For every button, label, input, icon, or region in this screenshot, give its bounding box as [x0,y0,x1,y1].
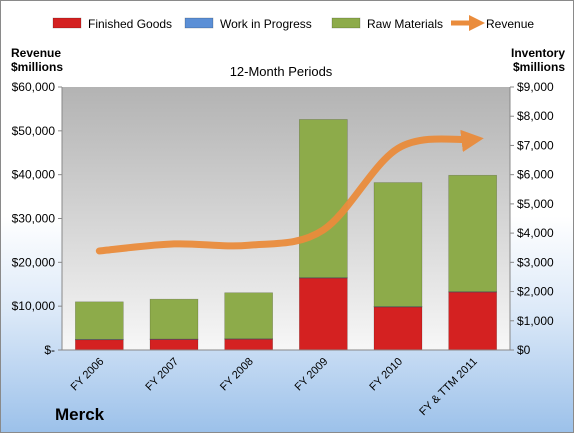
bar-segment-finished-goods [373,306,423,351]
revenue-line [95,129,484,255]
x-tick-label: FY & TTM 2011 [417,356,480,419]
bar-segment-raw-materials [299,119,348,278]
legend: Finished Goods Work in Progress Raw Materi… [52,14,534,31]
legend-label: Raw Materials [367,17,443,31]
right-tick-label: $1,000 [517,314,554,328]
left-axis: $- $10,000 $20,000 $30,000 $40,000 $50,000 $60… [12,80,62,357]
chart-subtitle: 12-Month Periods [230,64,333,79]
left-tick-label: $10,000 [12,299,56,313]
legend-swatch-work-in-progress [184,17,214,29]
x-tick-label: FY 2009 [293,356,331,394]
left-axis-title-line2: $millions [11,60,64,74]
x-tick-label: FY 2008 [218,356,256,394]
company-name: Merck [55,405,105,424]
legend-swatch-raw-materials [331,17,361,29]
right-tick-label: $3,000 [517,255,554,269]
left-tick-label: $50,000 [12,124,56,138]
left-tick-label: $- [44,343,55,357]
bar-segment-raw-materials [224,292,273,340]
right-tick-label: $8,000 [517,109,554,123]
bar-segment-raw-materials [448,174,497,293]
x-tick-label: FY 2006 [69,356,107,394]
bar-segment-finished-goods [149,338,199,351]
bar-segment-finished-goods [299,277,348,351]
left-tick-label: $40,000 [12,168,56,182]
left-tick-label: $30,000 [12,212,56,226]
right-axis-title-line2: $millions [512,60,565,74]
legend-label: Finished Goods [88,17,172,31]
plot-background [62,87,510,350]
left-tick-label: $60,000 [12,80,56,94]
right-tick-label: $7,000 [517,138,554,152]
bars [75,119,497,351]
bar-segment-finished-goods [448,291,497,351]
right-axis: $0 $1,000 $2,000 $3,000 $4,000 $5,000 $6,000 $7… [510,80,554,357]
right-tick-label: $6,000 [517,168,554,182]
x-axis-labels: FY 2006 FY 2007 FY 2008 FY 2009 FY 2010 FY & … [69,356,480,419]
left-axis-title: Revenue $millions [11,46,71,74]
left-axis-title-line1: Revenue [11,46,62,60]
right-tick-label: $4,000 [517,226,554,240]
bar-segment-raw-materials [373,182,423,307]
right-axis-title: Inventory $millions [509,46,565,74]
legend-label: Work in Progress [220,17,312,31]
revenue-line-layer [95,129,484,255]
right-tick-label: $2,000 [517,285,554,299]
right-tick-label: $0 [517,343,531,357]
left-tick-label: $20,000 [12,255,56,269]
x-tick-label: FY 2007 [143,356,181,394]
bar-segment-finished-goods [224,338,273,351]
bar-segment-raw-materials [149,298,199,340]
bar-segment-finished-goods [75,339,124,351]
legend-label: Revenue [486,17,534,31]
right-tick-label: $9,000 [517,80,554,94]
right-tick-label: $5,000 [517,197,554,211]
right-axis-title-line1: Inventory [510,46,565,60]
legend-swatch-finished-goods [52,17,82,29]
bar-segment-raw-materials [75,301,124,340]
x-tick-label: FY 2010 [367,356,405,394]
